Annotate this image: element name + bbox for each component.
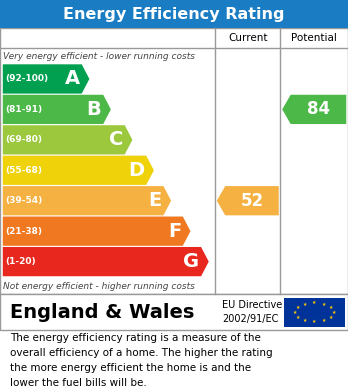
- Polygon shape: [3, 186, 171, 215]
- Text: (39-54): (39-54): [6, 196, 43, 205]
- Polygon shape: [282, 95, 346, 124]
- Polygon shape: [3, 125, 132, 154]
- Text: C: C: [109, 130, 123, 149]
- Text: EU Directive: EU Directive: [222, 300, 282, 310]
- Text: ★: ★: [293, 310, 297, 315]
- Text: (21-38): (21-38): [6, 227, 42, 236]
- Text: ★: ★: [312, 300, 316, 305]
- Text: ★: ★: [331, 310, 336, 315]
- Text: England & Wales: England & Wales: [10, 303, 195, 322]
- Text: D: D: [128, 161, 144, 180]
- Text: (69-80): (69-80): [6, 135, 42, 144]
- Text: ★: ★: [295, 315, 300, 320]
- Text: ★: ★: [329, 315, 333, 320]
- Bar: [0, 28, 348, 294]
- Polygon shape: [3, 217, 190, 246]
- Text: E: E: [149, 191, 162, 210]
- Text: Potential: Potential: [291, 33, 337, 43]
- Polygon shape: [217, 186, 279, 215]
- Text: Very energy efficient - lower running costs: Very energy efficient - lower running co…: [3, 52, 196, 61]
- Polygon shape: [3, 156, 154, 185]
- Bar: [0, 0, 348, 28]
- Text: ★: ★: [322, 302, 326, 307]
- Text: (55-68): (55-68): [6, 166, 42, 175]
- Polygon shape: [3, 95, 111, 124]
- Text: ★: ★: [322, 318, 326, 323]
- Text: 52: 52: [240, 192, 263, 210]
- Text: The energy efficiency rating is a measure of the
overall efficiency of a home. T: The energy efficiency rating is a measur…: [10, 334, 273, 388]
- Text: ★: ★: [329, 305, 333, 310]
- Text: Energy Efficiency Rating: Energy Efficiency Rating: [63, 7, 285, 22]
- Text: 84: 84: [307, 100, 330, 118]
- Text: B: B: [87, 100, 102, 119]
- Text: A: A: [65, 70, 80, 88]
- Polygon shape: [3, 65, 89, 93]
- Polygon shape: [3, 247, 209, 276]
- Text: ★: ★: [302, 318, 307, 323]
- Text: (92-100): (92-100): [6, 74, 49, 83]
- Bar: [284, 298, 345, 327]
- Text: ★: ★: [302, 302, 307, 307]
- Text: Current: Current: [228, 33, 268, 43]
- Text: F: F: [168, 222, 181, 241]
- Text: G: G: [183, 252, 199, 271]
- Text: (81-91): (81-91): [6, 105, 43, 114]
- Text: (1-20): (1-20): [6, 257, 36, 266]
- Text: ★: ★: [295, 305, 300, 310]
- Text: ★: ★: [312, 319, 316, 325]
- Bar: [0, 294, 348, 330]
- Text: 2002/91/EC: 2002/91/EC: [222, 314, 278, 325]
- Text: Not energy efficient - higher running costs: Not energy efficient - higher running co…: [3, 282, 195, 291]
